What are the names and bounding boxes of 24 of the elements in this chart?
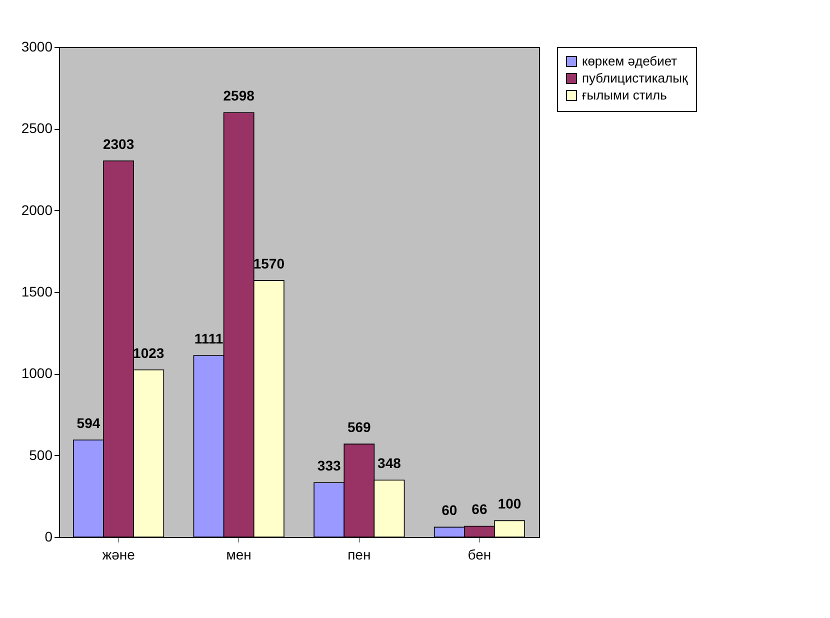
legend-label: публицистикалық	[582, 70, 688, 86]
y-tick-label: 2500	[21, 120, 53, 136]
x-tick-label: пен	[348, 546, 371, 562]
y-tick-label: 3000	[21, 38, 53, 54]
data-label: 594	[76, 414, 100, 431]
x-tick-label: мен	[226, 546, 252, 562]
y-tick-label: 1000	[21, 365, 53, 382]
x-tick-label: және	[102, 546, 136, 562]
data-label: 2303	[102, 136, 134, 152]
y-tick-label: 2000	[21, 202, 53, 218]
y-tick-label: 1500	[21, 284, 53, 300]
data-label: 60	[442, 502, 458, 518]
legend-label: көркем әдебиет	[582, 54, 678, 68]
y-tick-label: 0	[44, 528, 53, 544]
y-tick-label: 500	[29, 446, 53, 463]
data-label: 569	[347, 419, 372, 436]
x-tick-label: бен	[468, 546, 492, 562]
data-label: 333	[317, 458, 341, 474]
data-label: 100	[498, 496, 522, 512]
data-label: 1111	[194, 330, 224, 347]
data-label: 2598	[223, 88, 255, 104]
data-label: 348	[378, 455, 402, 472]
data-label: 66	[472, 501, 488, 518]
legend-label: ғылыми стиль	[582, 88, 668, 102]
